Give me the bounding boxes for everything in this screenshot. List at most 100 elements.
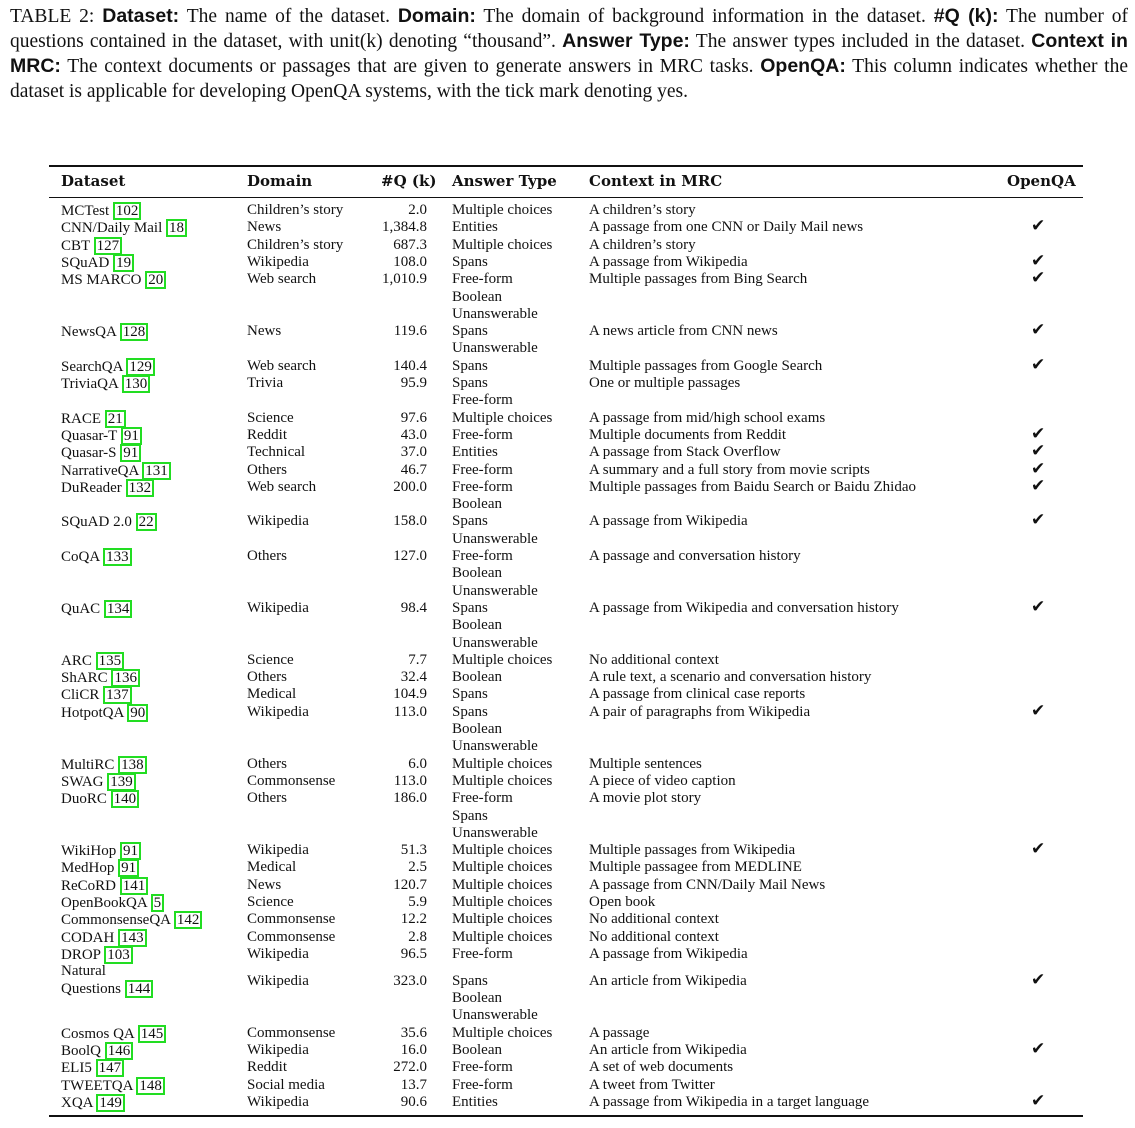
citation-link[interactable]: 134	[103, 599, 133, 618]
answer-type: Unanswerable	[452, 1007, 538, 1024]
citation-link[interactable]: 137	[103, 686, 132, 705]
dataset-question-count: 2.5	[408, 859, 427, 876]
caption-term: Dataset:	[102, 5, 180, 27]
dataset-domain: Commonsense	[247, 928, 336, 945]
citation-link[interactable]: 146	[104, 1041, 134, 1060]
citation-link[interactable]: 20	[145, 271, 167, 290]
answer-type: Unanswerable	[452, 582, 538, 599]
citation-link[interactable]: 144	[124, 980, 154, 999]
answer-type: Boolean	[452, 721, 502, 737]
citation-link[interactable]: 22	[135, 513, 157, 532]
citation-link[interactable]: 147	[95, 1059, 125, 1078]
context-in-mrc: A passage from mid/high school exams	[589, 409, 826, 426]
dataset-name: OpenBookQA 5	[61, 894, 165, 912]
citation-link[interactable]: 102	[112, 202, 142, 220]
citation-link[interactable]: 138	[118, 755, 147, 774]
context-in-mrc: A children’s story	[589, 202, 696, 218]
citation-link[interactable]: 18	[166, 219, 187, 238]
citation-link[interactable]: 90	[127, 703, 149, 722]
citation-link[interactable]: 103	[104, 945, 133, 964]
citation-link[interactable]: 142	[173, 911, 203, 930]
answer-type: Boolean	[452, 990, 502, 1006]
answer-type: Multiple choices	[452, 1024, 553, 1041]
citation-link[interactable]: 143	[118, 928, 147, 947]
dataset-question-count: 272.0	[393, 1059, 427, 1076]
answer-type: Unanswerable	[452, 340, 538, 357]
answer-type: Multiple choices	[452, 911, 553, 928]
answer-type: Multiple choices	[452, 842, 553, 859]
dataset-question-count: 186.0	[393, 790, 427, 807]
citation-link[interactable]: 131	[142, 461, 171, 480]
citation-link[interactable]: 132	[125, 478, 155, 497]
answer-type: Multiple choices	[452, 859, 553, 876]
citation-link[interactable]: 130	[121, 375, 151, 393]
dataset-domain: Children’s story	[247, 202, 344, 218]
dataset-domain: Reddit	[247, 426, 287, 443]
answer-type: Unanswerable	[452, 305, 538, 322]
answer-type: Multiple choices	[452, 772, 553, 789]
dataset-domain: Wikipedia	[247, 703, 309, 720]
dataset-question-count: 90.6	[400, 1093, 427, 1110]
context-in-mrc: No additional context	[589, 651, 719, 668]
context-in-mrc: A summary and a full story from movie sc…	[589, 461, 870, 478]
dataset-question-count: 46.7	[400, 461, 427, 478]
dataset-question-count: 119.6	[393, 323, 427, 340]
citation-link[interactable]: 149	[96, 1093, 125, 1112]
dataset-name: CBT 127	[61, 236, 123, 255]
dataset-name: MedHop 91	[61, 859, 140, 878]
citation-link[interactable]: 133	[103, 548, 132, 566]
citation-link[interactable]: 5	[150, 894, 165, 912]
dataset-domain: Commonsense	[247, 911, 336, 928]
dataset-question-count: 120.7	[393, 876, 427, 893]
citation-link[interactable]: 129	[126, 357, 155, 376]
citation-link[interactable]: 21	[104, 409, 126, 428]
dataset-domain: Science	[247, 651, 294, 668]
citation-link[interactable]: 128	[119, 323, 149, 342]
context-in-mrc: No additional context	[589, 911, 719, 928]
context-in-mrc: A passage from CNN/Daily Mail News	[589, 876, 826, 893]
answer-type: Multiple choices	[452, 928, 553, 945]
caption-description: The answer types included in the dataset…	[689, 31, 1032, 52]
header-domain: Domain	[247, 172, 313, 190]
openqa-tick-icon: ✔	[1031, 216, 1046, 237]
dataset-question-count: 13.7	[400, 1076, 427, 1093]
citation-link[interactable]: 141	[119, 876, 149, 895]
dataset-domain: News	[247, 323, 282, 340]
dataset-domain: Others	[247, 755, 287, 772]
citation-link[interactable]: 135	[95, 651, 125, 670]
dataset-name: HotpotQA 90	[61, 703, 149, 722]
citation-link[interactable]: 148	[136, 1076, 165, 1095]
dataset-question-count: 43.0	[400, 426, 427, 443]
context-in-mrc: A rule text, a scenario and conversation…	[589, 669, 872, 686]
dataset-question-count: 140.4	[393, 357, 427, 374]
dataset-domain: Children’s story	[247, 236, 344, 253]
answer-type: Boolean	[452, 565, 502, 582]
openqa-tick-icon: ✔	[1031, 320, 1046, 341]
context-in-mrc: A passage	[589, 1024, 650, 1041]
citation-link[interactable]: 91	[119, 842, 141, 861]
openqa-tick-icon: ✔	[1031, 250, 1046, 271]
citation-link[interactable]: 145	[137, 1024, 167, 1043]
answer-type: Spans	[452, 807, 488, 824]
answer-type: Boolean	[452, 496, 502, 513]
citation-link[interactable]: 91	[118, 859, 140, 878]
context-in-mrc: A pair of paragraphs from Wikipedia	[589, 703, 811, 720]
citation-link[interactable]: 140	[110, 790, 140, 809]
dataset-question-count: 1,010.9	[382, 271, 427, 288]
citation-link[interactable]: 136	[111, 669, 140, 688]
citation-link[interactable]: 91	[120, 444, 142, 463]
dataset-domain: Medical	[247, 859, 297, 876]
dataset-name: CommonsenseQA 142	[61, 911, 203, 930]
citation-link[interactable]: 139	[107, 772, 136, 791]
openqa-tick-icon: ✔	[1031, 510, 1046, 531]
answer-type: Free-form	[452, 426, 513, 443]
answer-type: Unanswerable	[452, 824, 538, 841]
answer-type: Spans	[452, 972, 488, 989]
answer-type: Unanswerable	[452, 530, 538, 547]
citation-link[interactable]: 91	[120, 426, 142, 445]
dataset-question-count: 32.4	[400, 669, 427, 686]
answer-type: Boolean	[452, 617, 502, 634]
dataset-name: CNN/Daily Mail 18	[61, 219, 187, 238]
citation-link[interactable]: 19	[113, 253, 135, 272]
citation-link[interactable]: 127	[93, 236, 123, 255]
